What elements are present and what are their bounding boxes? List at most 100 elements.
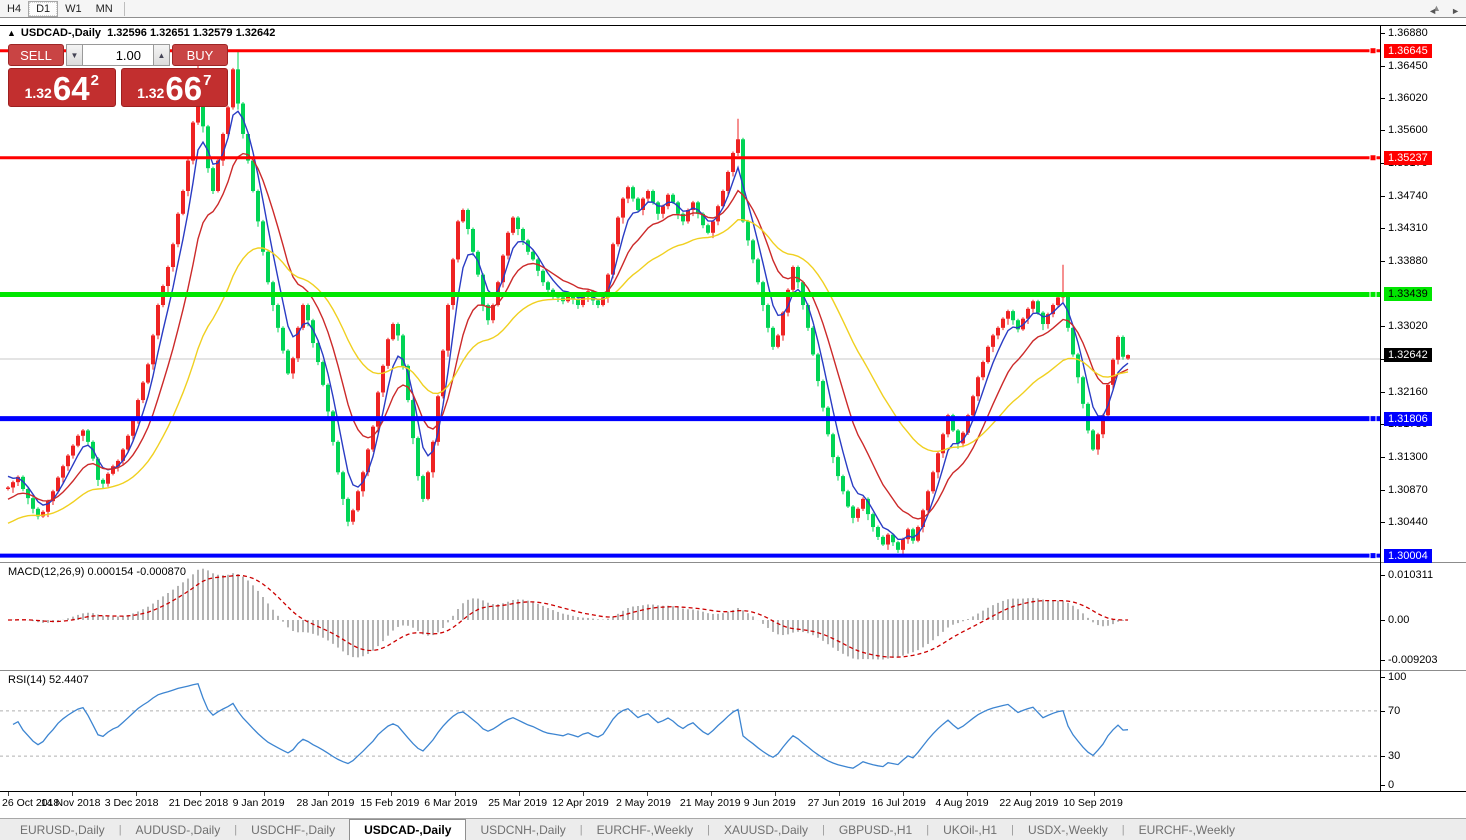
price-axis-tick bbox=[1381, 326, 1385, 328]
date-label: 6 Mar 2019 bbox=[424, 797, 478, 809]
date-tick bbox=[263, 792, 265, 796]
chart-tab-eurchf-5[interactable]: EURCHF-,Weekly bbox=[596, 822, 694, 837]
date-tick bbox=[519, 792, 521, 796]
chart-ohlc-values: 1.32596 1.32651 1.32579 1.32642 bbox=[107, 27, 276, 39]
chart-tab-gbpusd-7[interactable]: GBPUSD-,H1 bbox=[838, 822, 913, 837]
price-axis-tick bbox=[1381, 32, 1385, 34]
price-axis-tick bbox=[1381, 522, 1385, 524]
tab-scroll-arrows: ◄ ► bbox=[1428, 0, 1460, 22]
price-axis-tick bbox=[1381, 130, 1385, 132]
price-axis-tick bbox=[1381, 424, 1385, 426]
date-label: 2 May 2019 bbox=[616, 797, 671, 809]
toolbar-separator bbox=[123, 1, 125, 16]
date-tick bbox=[71, 792, 73, 796]
price-axis-separator bbox=[1380, 25, 1381, 791]
rsi-pane-splitter[interactable] bbox=[0, 670, 1466, 672]
rsi-label: RSI(14) 52.4407 bbox=[8, 674, 89, 686]
chart-symbol-label: USDCAD-,Daily bbox=[20, 27, 101, 39]
chart-tab-xauusd-6[interactable]: XAUUSD-,Daily bbox=[723, 822, 808, 837]
chart-tab-usdcnh-4[interactable]: USDCNH-,Daily bbox=[480, 822, 566, 837]
price-axis-label: 1.36020 bbox=[1388, 92, 1428, 105]
sell-price-big: 64 bbox=[52, 70, 90, 107]
date-label: 21 Dec 2018 bbox=[168, 797, 229, 809]
chart-tab-usdcad-3[interactable]: USDCAD-,Daily bbox=[349, 819, 467, 840]
rsi-axis-label: 0 bbox=[1388, 779, 1395, 791]
volume-decrease-button[interactable]: ▼ bbox=[66, 44, 83, 66]
buy-price-big: 66 bbox=[165, 70, 203, 107]
volume-input[interactable] bbox=[83, 44, 153, 66]
price-axis-tick bbox=[1381, 359, 1385, 360]
price-axis-label: 1.32160 bbox=[1388, 385, 1428, 398]
price-axis-label: 1.36880 bbox=[1388, 26, 1428, 39]
date-tick bbox=[391, 792, 393, 796]
price-axis-tick bbox=[1381, 260, 1385, 262]
sell-price-box[interactable]: 1.32 64 2 bbox=[8, 68, 116, 107]
date-label: 22 Aug 2019 bbox=[999, 797, 1059, 809]
hline-price-tag: 1.31806 bbox=[1384, 411, 1432, 426]
date-tick bbox=[902, 792, 904, 796]
date-label: 9 Jun 2019 bbox=[743, 797, 796, 809]
date-tick bbox=[8, 792, 9, 796]
price-axis[interactable]: 1.368801.364501.360201.356001.351701.347… bbox=[1381, 25, 1466, 791]
macd-axis-label: -0.009203 bbox=[1388, 654, 1438, 667]
date-tick bbox=[710, 792, 712, 796]
tab-separator: | bbox=[1121, 823, 1125, 836]
chart-tab-ukoil-8[interactable]: UKOil-,H1 bbox=[943, 822, 998, 837]
chart-shift-marker-icon[interactable]: ▲ bbox=[1432, 3, 1441, 13]
sell-price-sup: 2 bbox=[90, 72, 99, 89]
price-axis-tick bbox=[1381, 162, 1385, 164]
buy-price-box[interactable]: 1.32 66 7 bbox=[120, 68, 228, 107]
one-click-price-boxes: 1.32 64 2 1.32 66 7 bbox=[8, 68, 228, 107]
price-axis-tick bbox=[1381, 391, 1385, 393]
date-axis[interactable]: 26 Oct 2018 14 Nov 2018 3 Dec 2018 21 Dec 2… bbox=[0, 792, 1466, 818]
rsi-axis-label: 100 bbox=[1388, 671, 1407, 683]
rsi-axis-tick bbox=[1381, 710, 1385, 712]
date-label: 9 Jan 2019 bbox=[232, 797, 285, 809]
rsi-indicator-pane[interactable] bbox=[0, 672, 1380, 791]
chart-tab-usdchf-2[interactable]: USDCHF-,Daily bbox=[251, 822, 336, 837]
date-label: 27 Jun 2019 bbox=[807, 797, 866, 809]
date-tick bbox=[647, 792, 648, 796]
tab-separator: | bbox=[821, 823, 825, 836]
chart-top-border bbox=[0, 25, 1466, 26]
chart-tab-eurchf-10[interactable]: EURCHF-,Weekly bbox=[1138, 822, 1236, 837]
timeframe-button-w1[interactable]: W1 bbox=[65, 2, 82, 15]
timeframe-button-d1[interactable]: D1 bbox=[28, 0, 59, 17]
tab-separator: | bbox=[234, 823, 238, 836]
price-axis-tick bbox=[1381, 65, 1385, 67]
timeframe-button-mn[interactable]: MN bbox=[95, 2, 113, 15]
macd-axis-tick bbox=[1381, 620, 1385, 621]
price-chart-pane[interactable] bbox=[0, 26, 1380, 562]
date-label: 28 Jan 2019 bbox=[296, 797, 355, 809]
tab-separator: | bbox=[1011, 823, 1014, 836]
timeframe-button-h4[interactable]: H4 bbox=[7, 2, 22, 15]
sell-button[interactable]: SELL bbox=[8, 44, 64, 66]
macd-axis-tick bbox=[1381, 660, 1385, 662]
date-tick bbox=[838, 792, 840, 796]
date-tick bbox=[1030, 792, 1032, 796]
volume-increase-button[interactable]: ▲ bbox=[153, 44, 170, 66]
price-axis-tick bbox=[1381, 489, 1385, 491]
price-axis-tick bbox=[1381, 98, 1385, 100]
macd-pane-splitter[interactable] bbox=[0, 562, 1466, 564]
tab-scroll-right-icon[interactable]: ► bbox=[1451, 6, 1460, 16]
price-axis-label: 1.33880 bbox=[1388, 254, 1428, 267]
buy-button[interactable]: BUY bbox=[172, 44, 228, 66]
tab-scroll-left-icon[interactable]: ◄ bbox=[1428, 6, 1438, 16]
date-tick bbox=[327, 792, 329, 796]
date-label: 3 Dec 2018 bbox=[104, 797, 159, 809]
rsi-axis-label: 70 bbox=[1388, 704, 1401, 717]
buy-price-small: 1.32 bbox=[137, 85, 165, 101]
macd-indicator-pane[interactable] bbox=[0, 564, 1380, 670]
timeframe-toolbar: H4 D1 W1 MN bbox=[0, 0, 1466, 18]
sell-price-small: 1.32 bbox=[24, 85, 52, 101]
tab-separator: | bbox=[579, 823, 583, 836]
chart-tab-audusd-1[interactable]: AUDUSD-,Daily bbox=[135, 822, 221, 837]
hline-price-tag: 1.36645 bbox=[1384, 43, 1432, 58]
chart-tab-bar: EURUSD-,Daily | AUDUSD-,Daily | USDCHF-,Dail… bbox=[0, 818, 1466, 840]
chart-tab-eurusd-0[interactable]: EURUSD-,Daily bbox=[20, 822, 105, 837]
chart-tab-usdx-9[interactable]: USDX-,Weekly bbox=[1027, 822, 1108, 837]
symbol-marker-icon: ▲ bbox=[7, 28, 16, 38]
date-label: 10 Sep 2019 bbox=[1063, 797, 1123, 809]
hline-price-tag: 1.33439 bbox=[1384, 287, 1432, 302]
